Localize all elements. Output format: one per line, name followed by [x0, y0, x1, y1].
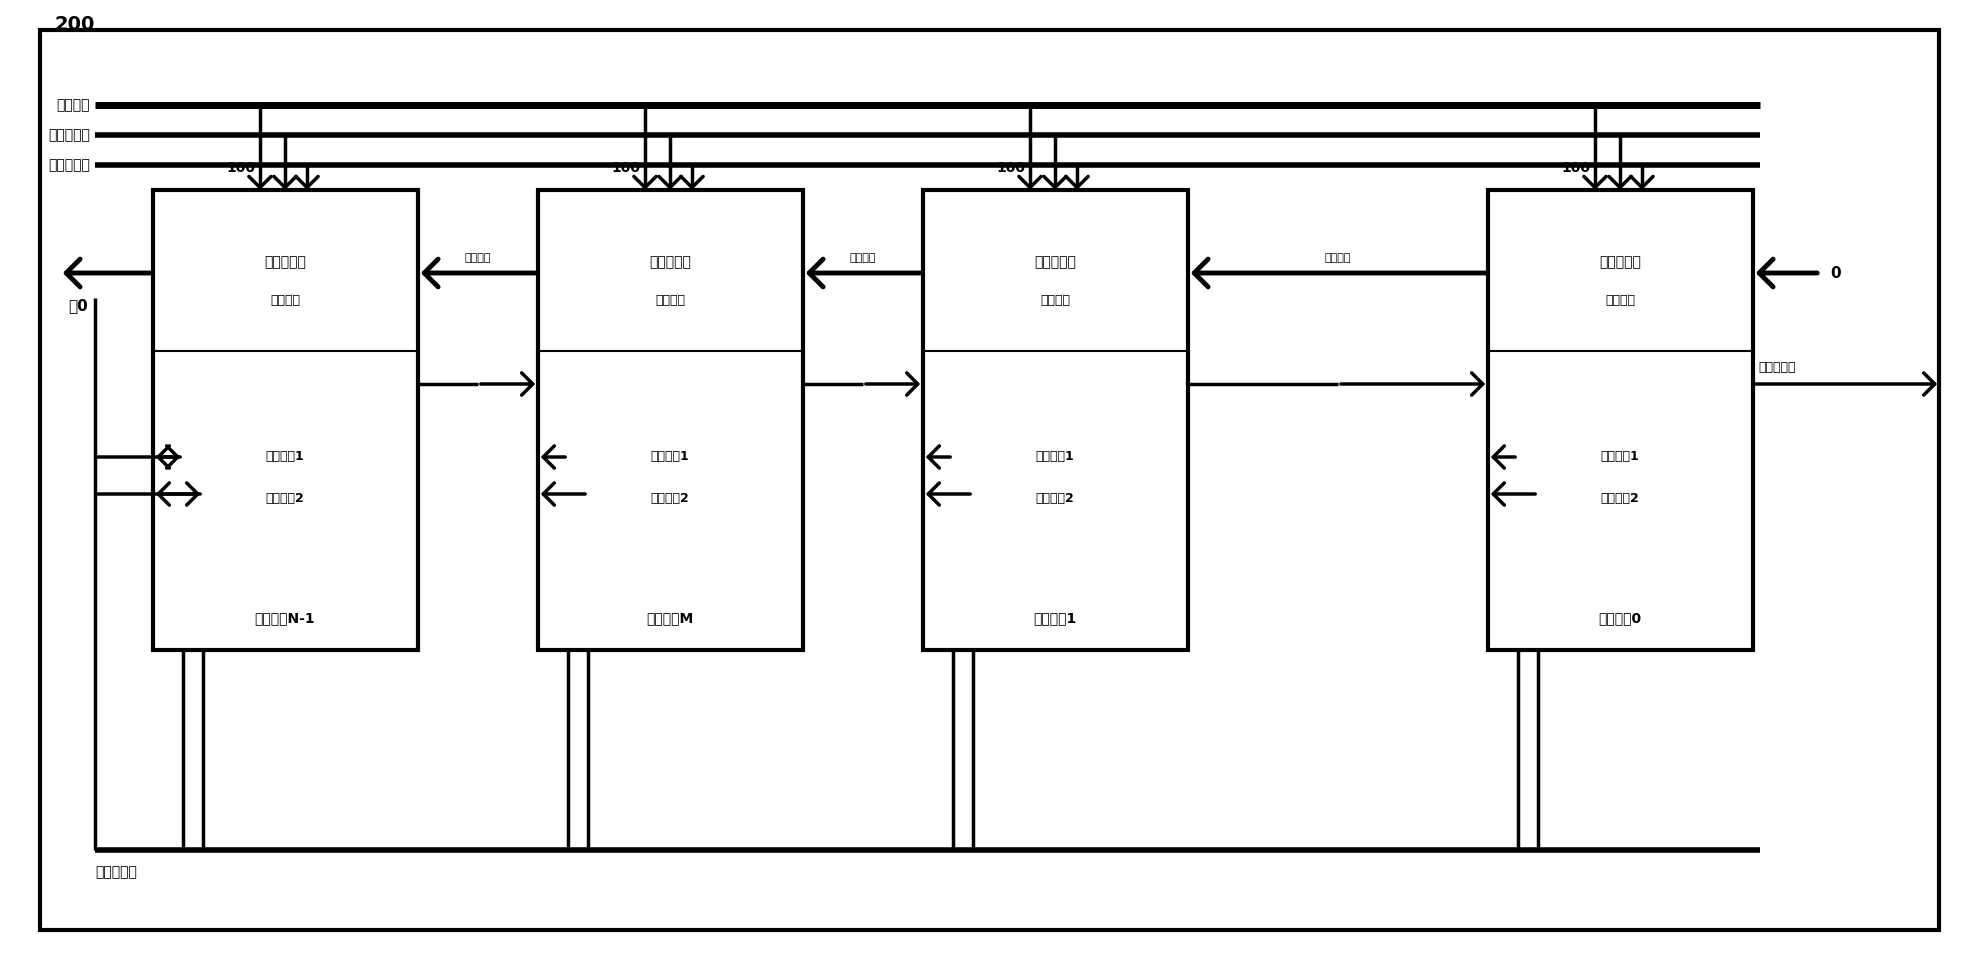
Text: 数据输入2: 数据输入2 — [1601, 492, 1639, 505]
Text: 图逻辑控制: 图逻辑控制 — [1599, 255, 1641, 270]
Text: 存储单元1: 存储单元1 — [1033, 611, 1077, 625]
Text: 存储单元0: 存储单元0 — [1599, 611, 1641, 625]
Text: 写控制信号: 写控制信号 — [47, 158, 89, 172]
Text: 存储链路: 存储链路 — [849, 253, 877, 263]
Bar — [1488, 190, 1753, 650]
Text: 存储单元N-1: 存储单元N-1 — [255, 611, 315, 625]
Text: 数据输入1: 数据输入1 — [265, 450, 305, 464]
Text: 数据输出: 数据输出 — [1605, 294, 1635, 307]
Text: 存储链路: 存储链路 — [465, 253, 491, 263]
Bar — [922, 190, 1187, 650]
Text: 存储单元M: 存储单元M — [647, 611, 693, 625]
Text: 读控制信号: 读控制信号 — [47, 128, 89, 142]
Text: 数据输出: 数据输出 — [655, 294, 685, 307]
Text: 100: 100 — [226, 161, 255, 175]
Text: 图逻辑控制: 图逻辑控制 — [1035, 255, 1077, 270]
Text: 图逻辑控制: 图逻辑控制 — [649, 255, 691, 270]
Text: 数据输入2: 数据输入2 — [265, 492, 305, 505]
Bar — [538, 190, 803, 650]
Text: 数据输出: 数据输出 — [1041, 294, 1071, 307]
Text: 数据输出: 数据输出 — [269, 294, 301, 307]
Text: 100: 100 — [1561, 161, 1589, 175]
Text: 写操作数据: 写操作数据 — [95, 865, 137, 879]
Bar — [152, 190, 418, 650]
Text: 同步时钟: 同步时钟 — [57, 98, 89, 112]
Text: 100: 100 — [612, 161, 639, 175]
Text: 数据输入1: 数据输入1 — [1035, 450, 1075, 464]
Text: 图逻辑控制: 图逻辑控制 — [263, 255, 307, 270]
Text: 数据输入1: 数据输入1 — [651, 450, 689, 464]
Text: 0: 0 — [1831, 266, 1840, 280]
Text: 数据输入1: 数据输入1 — [1601, 450, 1639, 464]
Text: 读操作数据: 读操作数据 — [1757, 361, 1795, 374]
Text: 全0: 全0 — [67, 298, 87, 313]
Text: 数据输入2: 数据输入2 — [1035, 492, 1075, 505]
Text: 200: 200 — [55, 15, 95, 34]
Text: 存储链路: 存储链路 — [1324, 253, 1352, 263]
Text: 数据输入2: 数据输入2 — [651, 492, 689, 505]
Text: 100: 100 — [995, 161, 1025, 175]
